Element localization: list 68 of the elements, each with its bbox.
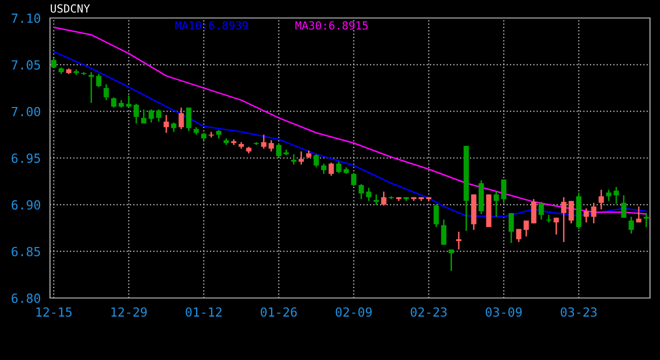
candlestick bbox=[628, 216, 634, 234]
candlestick bbox=[598, 189, 604, 210]
candlestick bbox=[141, 108, 146, 124]
candlestick bbox=[276, 143, 282, 158]
candlestick bbox=[328, 162, 334, 176]
y-tick-label: 7.00 bbox=[12, 106, 40, 116]
candlestick bbox=[494, 190, 499, 218]
candlestick bbox=[261, 134, 266, 150]
candlestick bbox=[336, 161, 342, 174]
candlestick bbox=[561, 196, 566, 243]
candlestick bbox=[606, 189, 612, 202]
candlestick bbox=[104, 84, 109, 101]
candlestick bbox=[366, 187, 372, 202]
candlestick bbox=[614, 186, 619, 204]
candlestick bbox=[636, 206, 642, 224]
candlestick bbox=[554, 217, 559, 236]
candlestick bbox=[531, 198, 536, 224]
candlestick bbox=[621, 194, 626, 218]
candlestick bbox=[314, 154, 319, 168]
candlestick bbox=[358, 183, 364, 200]
candlestick bbox=[508, 212, 514, 244]
chart-title: USDCNY bbox=[50, 4, 90, 13]
y-tick-label: 7.05 bbox=[12, 60, 40, 70]
text: MA30:6.8915 bbox=[295, 21, 368, 30]
candlestick bbox=[591, 202, 596, 224]
candlestick bbox=[381, 190, 386, 206]
candlestick bbox=[134, 103, 139, 124]
candlestick bbox=[178, 106, 184, 130]
candlestick bbox=[524, 220, 529, 238]
candlestick bbox=[546, 214, 552, 224]
candlestick bbox=[374, 194, 379, 206]
candlestick bbox=[126, 94, 132, 108]
y-tick-label: 7.10 bbox=[12, 14, 40, 23]
candlestick bbox=[298, 150, 304, 166]
candlestick bbox=[538, 201, 544, 220]
candlestick bbox=[321, 162, 326, 175]
candlestick bbox=[516, 228, 522, 243]
candlestick bbox=[171, 122, 176, 133]
x-tick-label: 01-12 bbox=[186, 307, 222, 317]
y-tick-label: 6.90 bbox=[12, 200, 40, 210]
y-tick-label: 6.95 bbox=[12, 154, 40, 163]
text: MA10:6.8939 bbox=[175, 21, 248, 30]
x-tick-label: 03-23 bbox=[560, 307, 597, 317]
y-tick-label: 6.85 bbox=[12, 246, 40, 256]
candlestick bbox=[111, 96, 116, 108]
candlestick bbox=[268, 140, 274, 152]
candlestick bbox=[186, 106, 192, 132]
candlestick bbox=[584, 208, 589, 224]
candlestick bbox=[88, 71, 94, 104]
candlestick bbox=[51, 57, 56, 68]
candlestick bbox=[456, 231, 462, 250]
candlestick bbox=[501, 178, 506, 204]
x-tick-label: 03-09 bbox=[486, 307, 522, 317]
candlestick bbox=[148, 108, 154, 124]
candlestick bbox=[156, 108, 162, 122]
candlestick bbox=[164, 114, 169, 134]
x-tick-label: 12-29 bbox=[111, 307, 147, 317]
x-tick-label: 12-15 bbox=[36, 307, 72, 317]
candlestick bbox=[96, 73, 102, 88]
y-tick-label: 6.80 bbox=[12, 294, 40, 303]
candlestick bbox=[441, 218, 446, 246]
candlestick bbox=[434, 204, 439, 228]
x-tick-label: 01-26 bbox=[260, 307, 297, 317]
candlestick bbox=[568, 200, 574, 224]
x-tick-label: 02-09 bbox=[336, 307, 372, 317]
candlestick bbox=[351, 172, 356, 187]
candlestick bbox=[448, 248, 454, 272]
x-tick-label: 02-23 bbox=[410, 307, 447, 317]
